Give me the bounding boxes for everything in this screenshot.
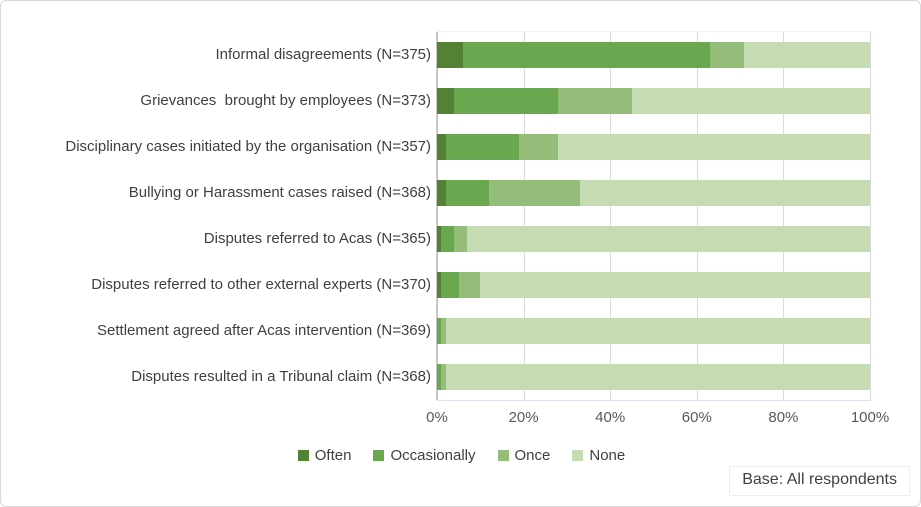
bar-row [437,318,870,344]
x-axis: 0% 20% 40% 60% 80% 100% [426,409,889,429]
bar-segment-once [458,272,481,298]
gridline [783,32,785,400]
gridline [696,32,698,400]
bar-segment-none [445,318,870,344]
category-label: Disciplinary cases initiated by the orga… [65,137,431,155]
bar-segment-once [441,364,446,390]
bar-segment-none [558,134,870,160]
plot-area [436,31,871,401]
bar-segment-none [631,88,870,114]
bar-segment-occasionally [462,42,710,68]
bar-segment-occasionally [441,226,455,252]
bar-row [437,42,870,68]
bar-segment-occasionally [437,318,442,344]
legend-item: Once [497,447,551,464]
y-axis-line [436,32,438,400]
legend-swatch-often [297,450,309,461]
legend-swatch-occasionally [373,450,385,461]
bar-row [437,180,870,206]
bar-segment-once [558,88,632,114]
legend-item: Often [297,447,352,464]
category-label: Settlement agreed after Acas interventio… [97,321,431,339]
bar-segment-occasionally [454,88,559,114]
gridline [870,32,871,400]
legend-swatch-none [572,450,584,461]
bar-row [437,364,870,390]
bar-segment-occasionally [445,134,520,160]
bar-segment-none [467,226,870,252]
category-label: Bullying or Harassment cases raised (N=3… [128,183,431,201]
category-axis: Informal disagreements (N=375) Grievances… [1,31,431,399]
legend: Often Occasionally Once None [1,447,920,464]
bar-row [437,88,870,114]
bar-segment-none [744,42,870,68]
bar-segment-occasionally [441,272,459,298]
legend-label: Once [514,447,551,464]
x-tick-label: 60% [681,409,712,426]
bar-segment-occasionally [437,364,442,390]
bar-segment-none [445,364,870,390]
x-tick-label: 0% [426,409,448,426]
gridline [610,32,612,400]
bar-segment-often [437,272,442,298]
bar-row [437,226,870,252]
category-label: Disputes referred to other external expe… [91,275,431,293]
category-label: Grievances brought by employees (N=373) [140,91,431,109]
bar-row [437,272,870,298]
legend-label: Occasionally [390,447,476,464]
legend-item: Occasionally [373,447,476,464]
bar-segment-once [519,134,559,160]
base-note: Base: All respondents [729,466,910,496]
gridline [523,32,525,400]
bar-segment-once [488,180,580,206]
legend-label: Often [314,447,352,464]
legend-item: None [572,447,625,464]
bar-segment-once [454,226,468,252]
bar-segment-once [709,42,745,68]
bar-segment-often [437,180,446,206]
bar-segment-often [437,42,463,68]
x-tick-label: 100% [850,409,890,426]
bar-segment-once [441,318,446,344]
bar-row [437,134,870,160]
bar-segment-often [437,88,455,114]
legend-swatch-once [497,450,509,461]
bar-segment-often [437,226,442,252]
bar-segment-occasionally [445,180,489,206]
category-label: Disputes referred to Acas (N=365) [203,229,431,247]
x-tick-label: 40% [595,409,626,426]
bar-segment-often [437,134,446,160]
x-tick-label: 20% [508,409,539,426]
legend-label: None [589,447,626,464]
category-label: Disputes resulted in a Tribunal claim (N… [131,367,431,385]
bar-segment-none [480,272,870,298]
category-label: Informal disagreements (N=375) [215,45,431,63]
bar-segment-none [579,180,870,206]
x-tick-label: 80% [768,409,799,426]
